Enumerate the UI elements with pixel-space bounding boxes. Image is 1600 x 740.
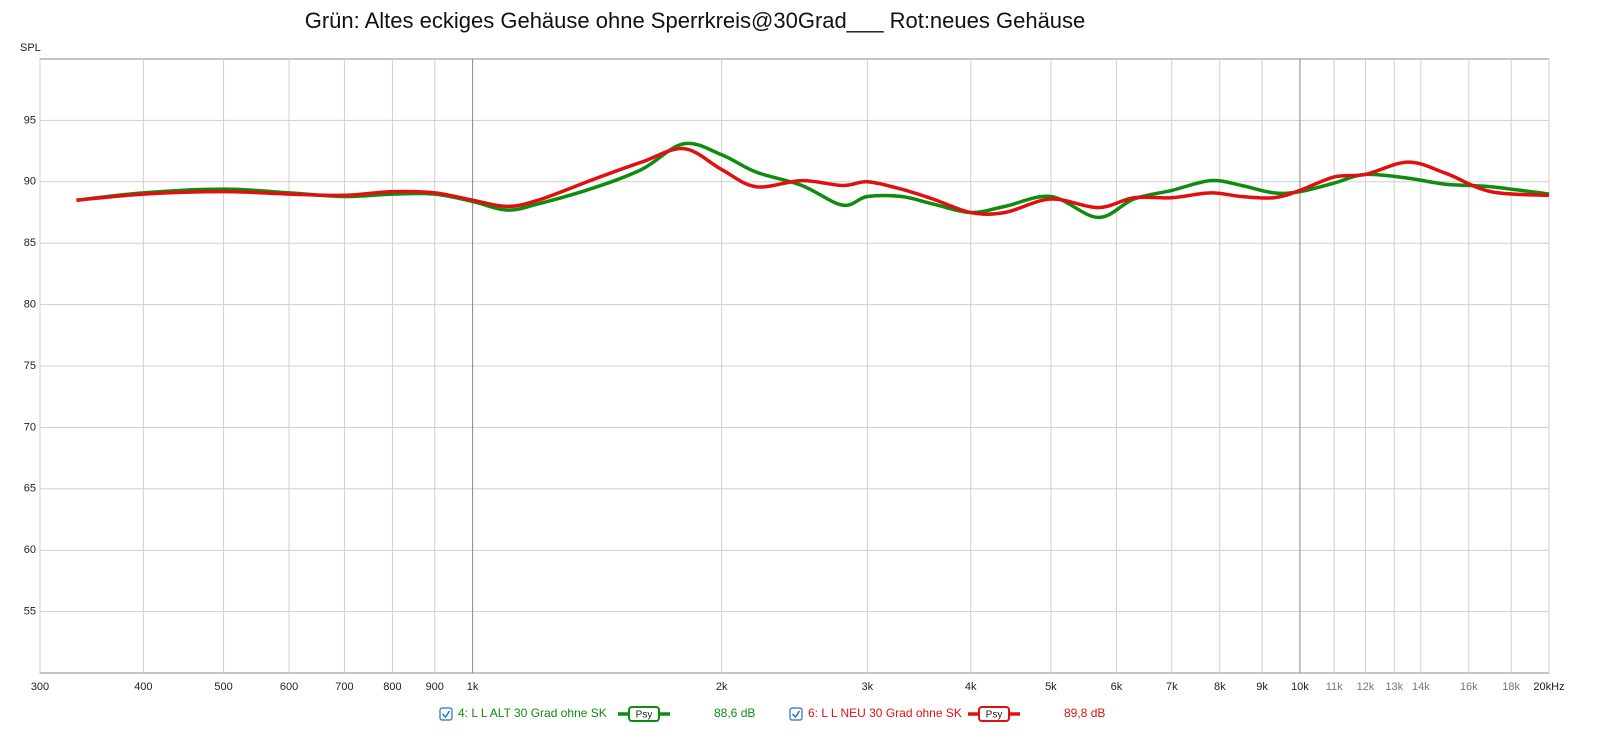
y-tick-label: 75 [24, 360, 36, 372]
legend-checkbox [789, 707, 803, 721]
y-axis-label: SPL [20, 42, 41, 54]
series-line [76, 146, 1550, 216]
x-tick-label: 5k [1045, 681, 1057, 693]
y-tick-label: 60 [24, 544, 36, 556]
x-tick-label: 2k [716, 681, 728, 693]
x-tick-label: 500 [214, 681, 232, 693]
legend-name: 4: L L ALT 30 Grad ohne SK [458, 706, 607, 720]
x-tick-label: 900 [426, 681, 444, 693]
legend-smoothing: Psy [986, 710, 1003, 721]
y-tick-label: 95 [24, 114, 36, 126]
x-tick-label: 800 [383, 681, 401, 693]
x-tick-label: 11k [1326, 681, 1343, 693]
x-tick-label: 13k [1385, 681, 1403, 693]
x-tick-label: 600 [280, 681, 298, 693]
legend-check [441, 710, 451, 719]
legend-check [791, 710, 801, 719]
y-tick-label: 85 [24, 237, 36, 249]
legend-smoothing-box [978, 706, 1010, 722]
legend-smoothing-box [628, 706, 660, 722]
legend-level: 89,8 dB [1064, 706, 1105, 720]
x-tick-label: 9k [1256, 681, 1268, 693]
x-tick-label: 7k [1166, 681, 1178, 693]
x-tick-label: 400 [134, 681, 152, 693]
y-tick-label: 70 [24, 421, 36, 433]
y-tick-label: 65 [24, 483, 36, 495]
x-tick-label: 4k [965, 681, 977, 693]
legend-level: 88,6 dB [714, 706, 755, 720]
legend-checkbox [439, 707, 453, 721]
y-tick-label: 90 [24, 176, 36, 188]
x-tick-label: 1k [467, 681, 479, 693]
x-tick-label: 6k [1111, 681, 1123, 693]
x-tick-label: 12k [1357, 681, 1375, 693]
x-tick-label: 18k [1502, 681, 1520, 693]
x-tick-label: 20kHz [1533, 681, 1564, 693]
x-tick-label: 300 [31, 681, 49, 693]
x-tick-label: 14k [1412, 681, 1430, 693]
x-tick-label: 8k [1214, 681, 1226, 693]
legend-name: 6: L L NEU 30 Grad ohne SK [808, 706, 962, 720]
legend-smoothing: Psy [636, 710, 653, 721]
chart-title: Grün: Altes eckiges Gehäuse ohne Sperrkr… [305, 8, 1086, 33]
x-tick-label: 700 [335, 681, 353, 693]
y-tick-label: 80 [24, 299, 36, 311]
x-tick-label: 3k [862, 681, 874, 693]
x-tick-label: 16k [1460, 681, 1478, 693]
y-tick-label: 55 [24, 606, 36, 618]
x-tick-label: 10k [1291, 681, 1309, 693]
grid [39, 59, 1550, 673]
